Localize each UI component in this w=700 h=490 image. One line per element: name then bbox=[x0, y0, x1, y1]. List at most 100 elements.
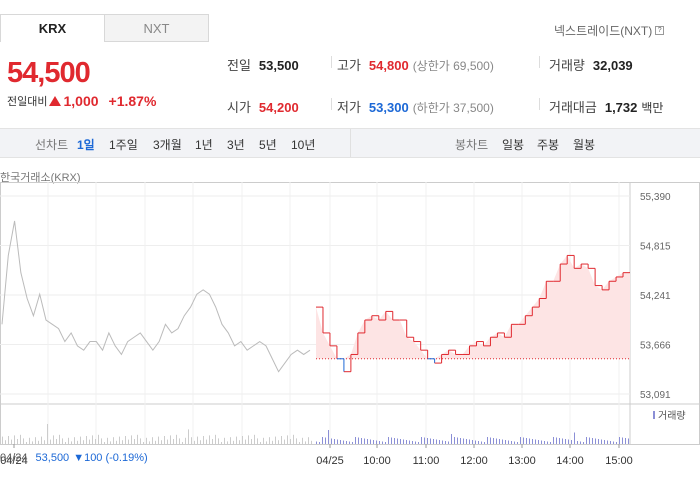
volume-bar-today bbox=[610, 441, 611, 444]
nxt-info-link[interactable]: 넥스트레이드(NXT) ? bbox=[554, 22, 665, 39]
volume-bar-today bbox=[529, 438, 530, 444]
volume-bar-today bbox=[463, 438, 464, 444]
volume-legend-swatch bbox=[653, 411, 655, 419]
volume-bar-prev bbox=[158, 436, 159, 444]
volume-bar-today bbox=[433, 439, 434, 444]
volume-bar-today bbox=[562, 438, 563, 444]
prev-change: ▼100 (-0.19%) bbox=[73, 452, 148, 464]
volume-bar-prev bbox=[14, 435, 15, 444]
volume-bar-today bbox=[346, 441, 347, 444]
volume-bar-prev bbox=[230, 437, 231, 444]
help-icon[interactable]: ? bbox=[655, 26, 665, 35]
nxt-link-label: 넥스트레이드(NXT) bbox=[554, 24, 653, 38]
candle-monthly[interactable]: 월봉 bbox=[573, 138, 596, 152]
candle-weekly[interactable]: 주봉 bbox=[537, 138, 560, 152]
volume-bar-prev bbox=[11, 439, 12, 444]
period-1y[interactable]: 1년 bbox=[195, 138, 213, 152]
prev-date: 04/24 bbox=[0, 452, 28, 464]
line-chart-label: 선차트 bbox=[35, 138, 69, 152]
price-chart[interactable]: 55,390 54,815 54,241 53,666 53,091 04/24 04/25… bbox=[0, 182, 700, 490]
volume-bar-today bbox=[580, 441, 581, 444]
x-tick-label: 04/24 bbox=[0, 455, 28, 467]
volume-bar-today bbox=[436, 439, 437, 444]
volume-bar-prev bbox=[56, 439, 57, 444]
volume-bar-today bbox=[460, 438, 461, 444]
volume-bar-prev bbox=[206, 439, 207, 444]
volume-bar-today bbox=[553, 437, 554, 444]
stat-low: 저가 53,300 (하한가 37,500) bbox=[337, 97, 494, 116]
volume-bar-today bbox=[430, 438, 431, 444]
volume-bar-prev bbox=[167, 439, 168, 444]
stat-value: 53,500 bbox=[258, 58, 299, 73]
volume-bar-prev bbox=[149, 441, 150, 444]
volume-bar-prev bbox=[104, 442, 105, 444]
volume-bar-today bbox=[469, 439, 470, 444]
volume-bar-prev bbox=[2, 436, 3, 444]
x-tick-label: 13:00 bbox=[508, 455, 536, 467]
volume-bar-today bbox=[586, 437, 587, 444]
volume-bar-today bbox=[628, 438, 629, 444]
volume-bar-prev bbox=[8, 436, 9, 444]
volume-bar-today bbox=[568, 439, 569, 444]
period-3y[interactable]: 3년 bbox=[227, 138, 245, 152]
period-3m[interactable]: 3개월 bbox=[153, 138, 182, 152]
divider bbox=[539, 98, 540, 110]
volume-bar-today bbox=[565, 439, 566, 444]
prev-price: 53,500 bbox=[35, 452, 70, 464]
volume-bar-prev bbox=[290, 439, 291, 444]
volume-bar-today bbox=[625, 438, 626, 444]
market-tabs: KRX NXT bbox=[0, 14, 209, 42]
data-source: 한국거래소(KRX) bbox=[0, 172, 81, 184]
amount-unit: 백만 bbox=[641, 101, 664, 115]
candle-daily[interactable]: 일봉 bbox=[502, 138, 525, 152]
period-10y[interactable]: 10년 bbox=[291, 138, 316, 152]
volume-bar-today bbox=[589, 437, 590, 444]
stat-amount: 거래대금 1,732 백만 bbox=[549, 97, 663, 116]
x-tick-label: 11:00 bbox=[413, 455, 440, 467]
volume-bar-today bbox=[418, 442, 419, 444]
volume-bar-today bbox=[526, 438, 527, 444]
volume-bar-today bbox=[382, 441, 383, 444]
tab-krx[interactable]: KRX bbox=[0, 14, 105, 42]
volume-bar-prev bbox=[197, 436, 198, 444]
volume-bar-prev bbox=[194, 440, 195, 444]
volume-bar-prev bbox=[119, 436, 120, 444]
volume-bar-today bbox=[607, 440, 608, 444]
volume-bar-prev bbox=[155, 440, 156, 444]
volume-bar-prev bbox=[224, 437, 225, 444]
volume-bar-today bbox=[523, 437, 524, 444]
volume-bar-prev bbox=[74, 437, 75, 444]
volume-bar-prev bbox=[146, 437, 147, 444]
stat-label: 전일 bbox=[227, 58, 251, 73]
volume-bar-prev bbox=[32, 441, 33, 444]
volume-bar-prev bbox=[275, 436, 276, 444]
volume-bar-prev bbox=[44, 440, 45, 444]
volume-bar-prev bbox=[278, 440, 279, 444]
volume-bar-today bbox=[517, 442, 518, 444]
volume-bar-prev bbox=[116, 440, 117, 444]
volume-bar-prev bbox=[248, 435, 249, 444]
volume-bar-today bbox=[541, 440, 542, 444]
volume-bar-prev bbox=[287, 435, 288, 444]
change-label: 전일대비 bbox=[7, 96, 48, 108]
tab-nxt[interactable]: NXT bbox=[105, 14, 209, 42]
previous-day-line bbox=[1, 220, 311, 373]
volume-bar-today bbox=[454, 437, 455, 444]
period-1d[interactable]: 1일 bbox=[77, 138, 95, 152]
volume-bar-today bbox=[421, 437, 422, 444]
volume-bar-today bbox=[571, 440, 572, 444]
volume-bar-today bbox=[616, 442, 617, 444]
volume-bar-prev bbox=[122, 440, 123, 444]
period-1w[interactable]: 1주일 bbox=[109, 138, 138, 152]
current-price: 54,500 bbox=[7, 57, 91, 89]
volume-bar-prev bbox=[143, 442, 144, 444]
period-5y[interactable]: 5년 bbox=[259, 138, 277, 152]
volume-bar-today bbox=[592, 438, 593, 444]
stat-value: 54,200 bbox=[258, 100, 299, 115]
volume-bar-prev bbox=[227, 441, 228, 444]
stat-volume: 거래량 32,039 bbox=[549, 55, 633, 74]
volume-bar-today bbox=[388, 437, 389, 444]
volume-bar-prev bbox=[83, 440, 84, 444]
volume-bar-prev bbox=[212, 439, 213, 444]
volume-bar-today bbox=[391, 437, 392, 444]
